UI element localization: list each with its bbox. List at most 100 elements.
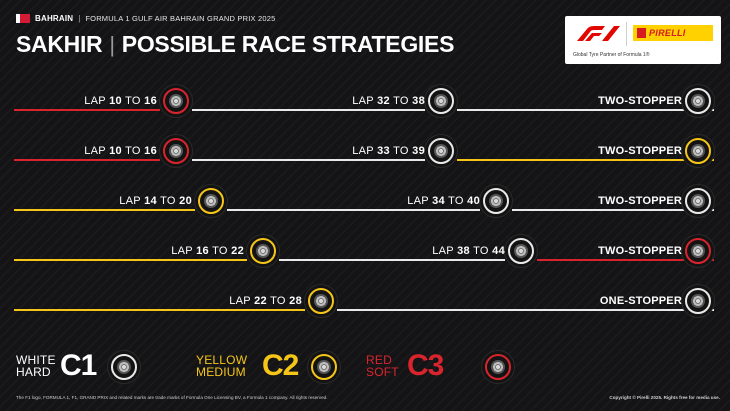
hard-tyre-icon [425, 85, 457, 117]
lap-from: 33 [377, 145, 390, 157]
lap-from: 16 [196, 245, 209, 257]
stint-line-soft [14, 109, 160, 111]
stint-line-hard [337, 309, 714, 311]
hard-tyre-icon [480, 185, 512, 217]
brand-panel: PIRELLI Global Tyre Partner of Formula 1… [565, 16, 721, 64]
pit-window-label: LAP 16 TO 22 [171, 245, 244, 257]
lap-from: 32 [377, 95, 390, 107]
title-text: POSSIBLE RACE STRATEGIES [121, 31, 455, 57]
strategy-row: LAP 10 TO 16 LAP 32 TO 38 TWO-STOPPER [0, 78, 730, 128]
medium-tyre-icon [682, 135, 714, 167]
pirelli-name: PIRELLI [649, 28, 686, 38]
pit-window-label: LAP 34 TO 40 [407, 195, 480, 207]
lap-from: 14 [144, 195, 157, 207]
pit-window-label: LAP 32 TO 38 [352, 95, 425, 107]
page-title: SAKHIR | POSSIBLE RACE STRATEGIES [16, 31, 454, 58]
legend-compound-code: C1 [60, 349, 97, 382]
medium-tyre-icon [195, 185, 227, 217]
header-separator: | [78, 13, 81, 23]
legend-compound-name: RED SOFT [366, 354, 399, 378]
title-location: SAKHIR [16, 31, 103, 57]
brand-divider [626, 22, 627, 46]
stint-line-soft [14, 159, 160, 161]
lap-to: 20 [179, 195, 192, 207]
stint-line-hard [192, 109, 425, 111]
lap-to-word: TO [448, 195, 464, 207]
pirelli-logo-icon: PIRELLI [633, 25, 713, 41]
event-header: BAHRAIN | FORMULA 1 GULF AIR BAHRAIN GRA… [16, 12, 276, 24]
lap-prefix: LAP [352, 145, 374, 157]
stint-line-medium [14, 209, 195, 211]
stint-line-hard [457, 109, 714, 111]
strategy-name: ONE-STOPPER [599, 295, 682, 307]
footer-trademark: The F1 logo, FORMULA 1, F1, GRAND PRIX a… [16, 395, 328, 400]
lap-prefix: LAP [84, 145, 106, 157]
lap-to: 16 [144, 145, 157, 157]
f1-logo-icon [577, 26, 620, 41]
lap-from: 22 [254, 295, 267, 307]
lap-from: 34 [432, 195, 445, 207]
legend-compound-name: YELLOW MEDIUM [196, 354, 247, 378]
lap-prefix: LAP [407, 195, 429, 207]
lap-to-word: TO [393, 95, 409, 107]
pit-window-label: LAP 33 TO 39 [352, 145, 425, 157]
pit-window-label: LAP 14 TO 20 [119, 195, 192, 207]
legend-color-word: WHITE [16, 353, 56, 367]
stint-line-soft [537, 259, 714, 261]
lap-prefix: LAP [119, 195, 141, 207]
pit-window-label: LAP 10 TO 16 [84, 145, 157, 157]
strategy-name: TWO-STOPPER [598, 145, 682, 157]
legend-hardness-word: HARD [16, 365, 51, 379]
lap-prefix: LAP [229, 295, 251, 307]
strategy-row: LAP 10 TO 16 LAP 33 TO 39 TWO-STOPPER [0, 128, 730, 178]
lap-to-word: TO [270, 295, 286, 307]
event-name: FORMULA 1 GULF AIR BAHRAIN GRAND PRIX 20… [85, 13, 276, 23]
pit-window-label: LAP 22 TO 28 [229, 295, 302, 307]
lap-to: 44 [492, 245, 505, 257]
lap-from: 10 [109, 95, 122, 107]
lap-to-word: TO [125, 95, 141, 107]
lap-to-word: TO [473, 245, 489, 257]
hard-tyre-icon [682, 85, 714, 117]
medium-tyre-icon [308, 351, 340, 383]
legend-compound-name: WHITE HARD [16, 354, 56, 378]
stint-line-medium [14, 259, 247, 261]
lap-to-word: TO [212, 245, 228, 257]
pit-window-label: LAP 10 TO 16 [84, 95, 157, 107]
legend-item-hard: WHITE HARD C1 [16, 349, 166, 389]
legend-compound-code: C2 [262, 349, 299, 382]
stint-line-hard [279, 259, 505, 261]
strategy-row: LAP 16 TO 22 LAP 38 TO 44 TWO-STOPPER [0, 228, 730, 278]
medium-tyre-icon [305, 285, 337, 317]
partner-text: Global Tyre Partner of Formula 1® [573, 52, 650, 58]
strategy-row: LAP 14 TO 20 LAP 34 TO 40 TWO-STOPPER [0, 178, 730, 228]
soft-tyre-icon [160, 135, 192, 167]
legend-compound-code: C3 [407, 349, 444, 382]
footer-copyright: Copyright © Pirelli 2025. Rights free fo… [609, 395, 720, 400]
lap-to: 28 [289, 295, 302, 307]
lap-prefix: LAP [171, 245, 193, 257]
stint-line-medium [14, 309, 305, 311]
strategy-name: TWO-STOPPER [598, 245, 682, 257]
soft-tyre-icon [682, 235, 714, 267]
hard-tyre-icon [682, 185, 714, 217]
stint-line-hard [512, 209, 714, 211]
lap-to-word: TO [393, 145, 409, 157]
country-name: BAHRAIN [35, 13, 74, 23]
pit-window-label: LAP 38 TO 44 [432, 245, 505, 257]
stint-line-hard [227, 209, 480, 211]
title-separator: | [109, 31, 115, 57]
lap-from: 38 [457, 245, 470, 257]
lap-to: 39 [412, 145, 425, 157]
strategy-name: TWO-STOPPER [598, 95, 682, 107]
lap-to-word: TO [125, 145, 141, 157]
medium-tyre-icon [247, 235, 279, 267]
legend-item-medium: YELLOW MEDIUM C2 [196, 349, 346, 389]
lap-to: 16 [144, 95, 157, 107]
stint-line-hard [192, 159, 425, 161]
legend-color-word: RED [366, 353, 392, 367]
hard-tyre-icon [505, 235, 537, 267]
lap-prefix: LAP [352, 95, 374, 107]
pirelli-badge-icon [637, 28, 646, 38]
hard-tyre-icon [682, 285, 714, 317]
